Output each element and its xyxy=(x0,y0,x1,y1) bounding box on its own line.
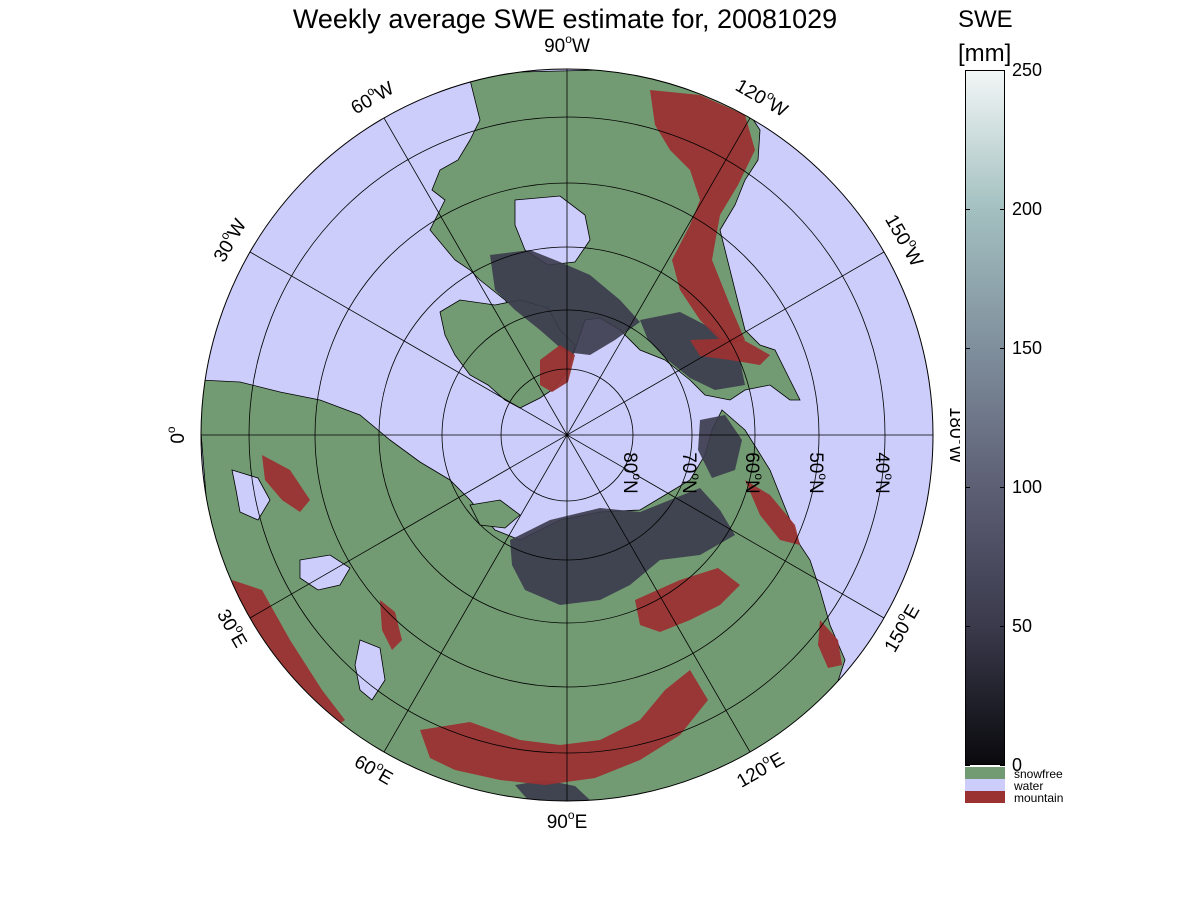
map-boundary xyxy=(200,68,934,802)
mountain-region-urals xyxy=(380,600,402,650)
latitude-label: 80oN xyxy=(619,452,644,494)
colorbar-tick-mark xyxy=(965,626,970,627)
mountain-region-himalaya xyxy=(420,670,708,785)
graticule xyxy=(201,69,933,801)
inland-bay xyxy=(514,195,591,266)
mountain-region-kamchatka xyxy=(745,480,800,545)
colorbar-tick-label: 250 xyxy=(1012,60,1043,80)
longitude-label: 60oW xyxy=(346,75,398,119)
colorbar-tick-mark xyxy=(1000,487,1005,488)
inland-sea xyxy=(299,554,351,591)
legend-label-water: water xyxy=(1014,779,1044,793)
inland-sea xyxy=(354,639,386,701)
colorbar-tick-mark xyxy=(1000,348,1005,349)
mountain-region-scandinavia xyxy=(262,455,310,512)
longitude-label: 0o xyxy=(164,426,189,444)
colorbar-unit: [mm] xyxy=(958,40,1012,67)
colorbar-tick-mark xyxy=(1000,70,1005,71)
colorbar-tick-mark xyxy=(1000,765,1005,766)
longitude-label: 90oE xyxy=(547,808,588,833)
arctic-island xyxy=(469,499,521,529)
latitude-labels: 80oN 70oN 60oN 50oN 40oN xyxy=(619,452,896,494)
colorbar-tick-label: 50 xyxy=(1012,616,1033,636)
mountain-region-japan xyxy=(818,620,842,668)
mountain-region-alps xyxy=(232,580,345,730)
colorbar-tick-mark xyxy=(965,765,970,766)
snow-region-siberia xyxy=(510,488,735,605)
mountain-region-rockies xyxy=(650,90,755,345)
polar-snow-map: 90oW120oW150oW180oW150oE120oE90oE60oE30o… xyxy=(164,32,960,833)
longitude-label: 90oW xyxy=(544,32,590,57)
legend-label-mountain: mountain xyxy=(1014,791,1064,805)
meridian-line xyxy=(383,117,751,753)
latitude-label: 70oN xyxy=(678,452,703,494)
colorbar-tick-label: 200 xyxy=(1012,199,1043,219)
colorbar-tick-label: 0 xyxy=(1012,755,1023,775)
snow-region-alaska xyxy=(640,312,745,390)
colorbar-title: SWE xyxy=(958,6,1013,33)
mountain-layer xyxy=(232,90,842,785)
legend-swatch-mountain xyxy=(965,791,1005,803)
snow-region-chukotka xyxy=(698,415,742,478)
colorbar-tick-mark xyxy=(1000,209,1005,210)
colorbar-gradient xyxy=(965,70,1005,765)
mountain-region-east-siberia xyxy=(635,568,740,632)
latitude-label: 40oN xyxy=(871,452,896,494)
colorbar-tick-label: 150 xyxy=(1012,338,1043,358)
latitude-label: 60oN xyxy=(741,452,766,494)
latitude-label: 50oN xyxy=(805,452,830,494)
legend-swatch-water xyxy=(965,779,1005,791)
colorbar-tick-mark xyxy=(965,209,970,210)
colorbar-tick-mark xyxy=(965,348,970,349)
swe-snow-layer xyxy=(490,250,745,801)
longitude-label: 30oW xyxy=(207,214,251,266)
map-title: Weekly average SWE estimate for, 2008102… xyxy=(292,4,838,34)
snow-region-canadian-arctic xyxy=(490,250,640,355)
legend-label-snowfree: snowfree xyxy=(1014,767,1063,781)
colorbar-tick-mark xyxy=(965,487,970,488)
inland-sea xyxy=(231,469,271,521)
colorbar-tick-mark xyxy=(965,70,970,71)
mountain-region-greenland-east xyxy=(540,345,575,392)
longitude-label: 180oW xyxy=(945,407,960,463)
legend-swatch-snowfree xyxy=(965,767,1005,779)
mountain-region-brooks xyxy=(690,338,770,365)
colorbar-tick-mark xyxy=(1000,626,1005,627)
colorbar-tick-label: 100 xyxy=(1012,477,1043,497)
